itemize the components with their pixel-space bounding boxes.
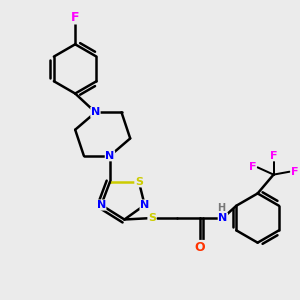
- Text: H: H: [218, 203, 226, 213]
- Text: S: S: [135, 177, 143, 187]
- Text: F: F: [71, 11, 80, 24]
- Text: O: O: [194, 241, 205, 254]
- Text: F: F: [249, 162, 256, 172]
- Text: N: N: [97, 200, 106, 210]
- Text: N: N: [140, 200, 149, 210]
- Text: F: F: [291, 167, 298, 177]
- Text: F: F: [270, 151, 277, 161]
- Text: N: N: [218, 213, 227, 223]
- Text: S: S: [148, 213, 156, 223]
- Text: N: N: [105, 151, 115, 161]
- Text: N: N: [91, 107, 100, 117]
